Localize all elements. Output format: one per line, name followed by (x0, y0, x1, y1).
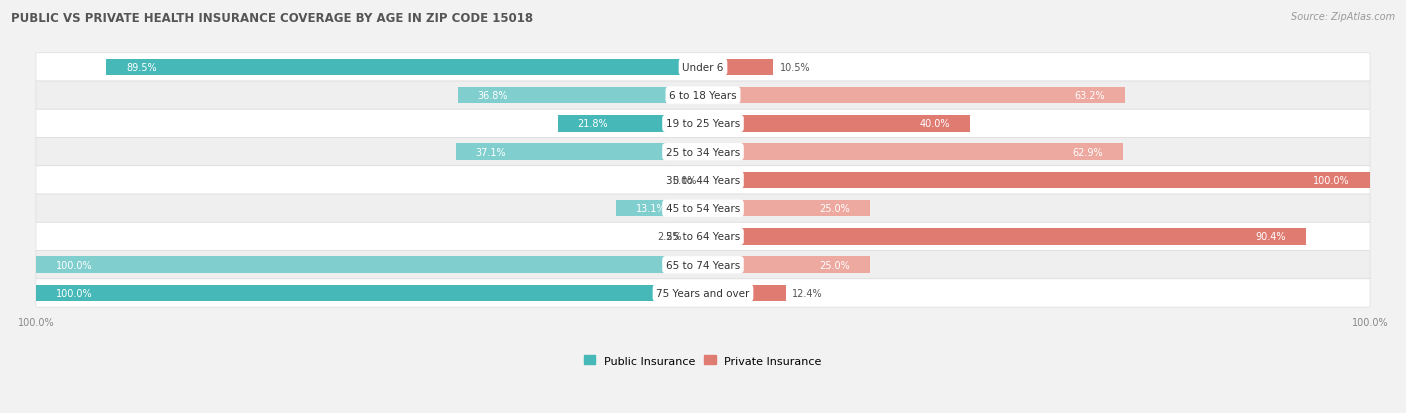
Text: 36.8%: 36.8% (478, 91, 508, 101)
Text: 40.0%: 40.0% (920, 119, 950, 129)
Text: PUBLIC VS PRIVATE HEALTH INSURANCE COVERAGE BY AGE IN ZIP CODE 15018: PUBLIC VS PRIVATE HEALTH INSURANCE COVER… (11, 12, 533, 25)
FancyBboxPatch shape (37, 138, 1369, 166)
Bar (703, 116, 970, 132)
Bar (703, 257, 870, 273)
Bar (703, 59, 773, 76)
Text: 89.5%: 89.5% (127, 63, 156, 73)
Bar (105, 59, 703, 76)
FancyBboxPatch shape (37, 110, 1369, 138)
Text: 13.1%: 13.1% (636, 204, 666, 214)
Bar (703, 285, 786, 301)
Bar (457, 88, 703, 104)
Bar (703, 144, 1122, 161)
Text: 21.8%: 21.8% (578, 119, 609, 129)
Text: 90.4%: 90.4% (1256, 232, 1286, 242)
Text: 12.4%: 12.4% (793, 288, 823, 298)
Bar (703, 200, 870, 217)
Text: 65 to 74 Years: 65 to 74 Years (666, 260, 740, 270)
FancyBboxPatch shape (37, 82, 1369, 110)
Legend: Public Insurance, Private Insurance: Public Insurance, Private Insurance (583, 356, 823, 366)
FancyBboxPatch shape (37, 279, 1369, 307)
Text: 55 to 64 Years: 55 to 64 Years (666, 232, 740, 242)
Bar (558, 116, 703, 132)
Bar (456, 144, 703, 161)
Text: Under 6: Under 6 (682, 63, 724, 73)
Text: 35 to 44 Years: 35 to 44 Years (666, 176, 740, 185)
Text: 19 to 25 Years: 19 to 25 Years (666, 119, 740, 129)
Text: 10.5%: 10.5% (780, 63, 810, 73)
Text: 25.0%: 25.0% (820, 260, 849, 270)
FancyBboxPatch shape (37, 223, 1369, 251)
Text: 63.2%: 63.2% (1074, 91, 1105, 101)
Text: 0.0%: 0.0% (672, 176, 696, 185)
Text: 2.2%: 2.2% (657, 232, 682, 242)
Bar (689, 229, 703, 245)
Text: 62.9%: 62.9% (1071, 147, 1102, 157)
FancyBboxPatch shape (37, 195, 1369, 223)
Bar (616, 200, 703, 217)
Text: 25 to 34 Years: 25 to 34 Years (666, 147, 740, 157)
Text: Source: ZipAtlas.com: Source: ZipAtlas.com (1291, 12, 1395, 22)
Text: 6 to 18 Years: 6 to 18 Years (669, 91, 737, 101)
Bar (703, 88, 1125, 104)
Text: 75 Years and over: 75 Years and over (657, 288, 749, 298)
Text: 100.0%: 100.0% (56, 288, 93, 298)
FancyBboxPatch shape (37, 54, 1369, 82)
Text: 45 to 54 Years: 45 to 54 Years (666, 204, 740, 214)
FancyBboxPatch shape (37, 166, 1369, 195)
Bar (37, 257, 703, 273)
FancyBboxPatch shape (37, 251, 1369, 279)
Bar (703, 172, 1369, 189)
Text: 25.0%: 25.0% (820, 204, 849, 214)
Text: 100.0%: 100.0% (1313, 176, 1350, 185)
Bar (703, 229, 1306, 245)
Text: 100.0%: 100.0% (56, 260, 93, 270)
Text: 37.1%: 37.1% (475, 147, 506, 157)
Bar (37, 285, 703, 301)
